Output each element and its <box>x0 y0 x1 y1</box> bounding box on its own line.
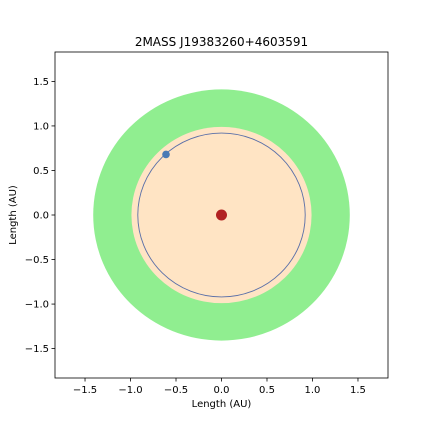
y-tick-label: 0.5 <box>33 166 49 177</box>
x-tick-label: −0.5 <box>164 385 188 396</box>
star-marker <box>216 209 227 221</box>
x-tick-label: −1.5 <box>73 385 97 396</box>
y-tick-label: −0.5 <box>25 255 49 266</box>
orbit-path <box>137 132 306 298</box>
y-tick-label: −1.0 <box>25 300 49 311</box>
planet-marker <box>162 150 170 159</box>
plot-area <box>93 89 350 341</box>
x-tick-label: 0.0 <box>214 385 230 396</box>
y-tick-label: −1.5 <box>25 344 49 355</box>
x-tick-label: 0.5 <box>259 385 275 396</box>
chart-title: 2MASS J19383260+4603591 <box>135 35 308 49</box>
y-axis-label: Length (AU) <box>8 185 19 245</box>
y-tick-label: 1.0 <box>33 121 49 132</box>
x-tick-label: 1.0 <box>305 385 321 396</box>
x-axis-label: Length (AU) <box>192 399 252 410</box>
x-tick-label: −1.0 <box>118 385 142 396</box>
y-tick-label: 1.5 <box>33 77 49 88</box>
x-tick-label: 1.5 <box>350 385 366 396</box>
y-tick-label: 0.0 <box>33 211 49 222</box>
axis-ticks: −1.5 −1.0 −0.5 0.0 0.5 1.0 1.5 −1.5 −1.0 −0.5 0.0 0… <box>25 77 366 396</box>
